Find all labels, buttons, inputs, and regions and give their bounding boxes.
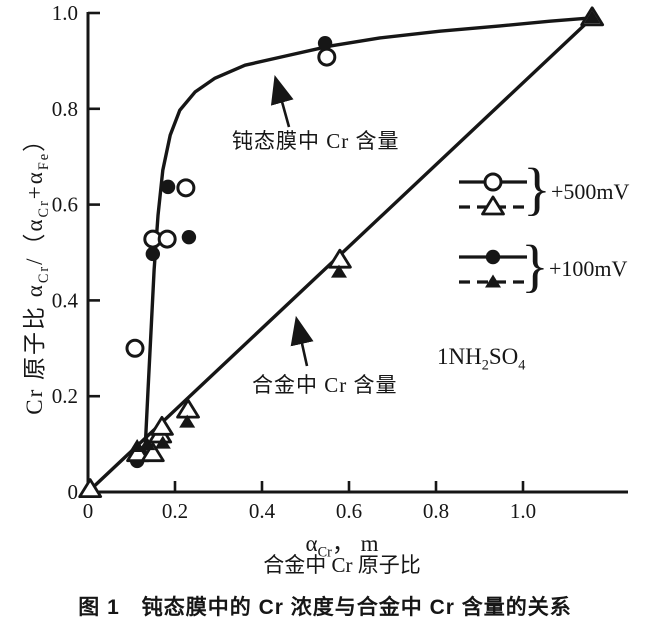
filled-triangle-marker <box>154 435 171 449</box>
annotation-passive-film: 钝态膜中 Cr 含量 <box>232 129 400 153</box>
open-triangle-marker <box>140 442 165 463</box>
electrolyte-sub-2: 2 <box>481 357 489 374</box>
filled-triangle-marker <box>584 10 601 24</box>
x-tick-label: 0.8 <box>423 499 449 523</box>
y-tick-label: 0.8 <box>52 97 78 121</box>
filled-triangle-marker <box>179 414 196 428</box>
legend-label-500mv: +500mV <box>551 179 630 204</box>
x-title-sub-cr: Cr <box>317 544 332 561</box>
open-circle-marker <box>176 178 196 198</box>
alloy-annotation-arrow <box>290 315 314 367</box>
ticks-layer: 0 0.2 0.4 0.6 0.8 1.0 0 0.2 0.4 0.6 0.8 1.0 <box>52 1 536 523</box>
figure-caption: 图 1 钝态膜中的 Cr 浓度与合金中 Cr 含量的关系 <box>78 596 572 619</box>
open-circle-marker <box>125 338 145 358</box>
y-title-text: +α <box>22 170 48 200</box>
y-axis-title: Cr 原子比 αCr/（αCr+αFe） <box>15 51 53 491</box>
film-annotation-arrow <box>270 74 294 128</box>
open-circle-marker <box>317 47 337 67</box>
legend-brace-100mv: } <box>521 233 549 298</box>
series-filled-triangle <box>129 10 601 452</box>
filled-circle-marker <box>181 229 197 245</box>
y-title-text: /（α <box>22 217 48 265</box>
annotation-alloy: 合金中 Cr 含量 <box>252 373 398 397</box>
electrolyte-text: SO <box>488 344 519 369</box>
y-tick-label: 1.0 <box>52 1 78 25</box>
y-title-text: ） <box>22 126 48 152</box>
open-triangle-marker <box>126 442 150 463</box>
filled-triangle-marker <box>139 437 156 451</box>
x-axis-subtitle: 合金中 Cr 原子比 <box>263 553 421 577</box>
filled-circle-marker <box>485 249 501 265</box>
y-title-sub-cr1: Cr <box>35 264 52 284</box>
series-filled-circle <box>129 35 333 469</box>
x-title-text: ， m <box>331 531 379 556</box>
x-title-text: α <box>305 531 318 556</box>
filled-circle-marker <box>160 179 176 195</box>
y-tick-label: 0.2 <box>52 384 78 408</box>
x-tick-label: 0 <box>83 499 94 523</box>
y-title-sub-cr2: Cr <box>35 199 52 218</box>
open-triangle-marker <box>150 415 174 436</box>
open-triangle-marker <box>327 248 352 269</box>
series-open-circle <box>125 47 337 358</box>
filled-circle-marker <box>317 35 333 51</box>
curve-passive-film-curve <box>143 16 594 454</box>
y-title-sub-fe: Fe <box>35 151 52 171</box>
open-triangle-marker <box>481 195 505 216</box>
filled-circle-marker <box>145 246 161 262</box>
filled-triangle-marker <box>485 274 501 288</box>
open-triangle-marker <box>78 478 103 499</box>
y-tick-label: 0.4 <box>52 288 79 312</box>
annotation-electrolyte: 1NH2SO4 <box>437 344 525 375</box>
legend-graphics <box>459 172 527 288</box>
y-title-text: Cr 原子比 α <box>22 283 48 415</box>
open-circle-marker <box>157 229 177 249</box>
x-axis-title: αCr， m <box>192 524 492 562</box>
open-circle-marker <box>483 172 503 192</box>
y-tick-label: 0.6 <box>52 193 78 217</box>
electrolyte-sub-4: 4 <box>518 357 526 374</box>
x-tick-label: 0.2 <box>162 499 188 523</box>
y-tick-label: 0 <box>68 480 79 504</box>
x-tick-label: 0.6 <box>336 499 362 523</box>
legend-brace-500mv: } <box>523 156 551 221</box>
electrolyte-text: 1NH <box>437 344 482 369</box>
markers-layer <box>78 6 605 499</box>
x-tick-label: 0.4 <box>249 499 276 523</box>
filled-triangle-marker <box>330 264 347 278</box>
legend-label-100mv: +100mV <box>549 256 628 281</box>
x-tick-label: 1.0 <box>510 499 536 523</box>
